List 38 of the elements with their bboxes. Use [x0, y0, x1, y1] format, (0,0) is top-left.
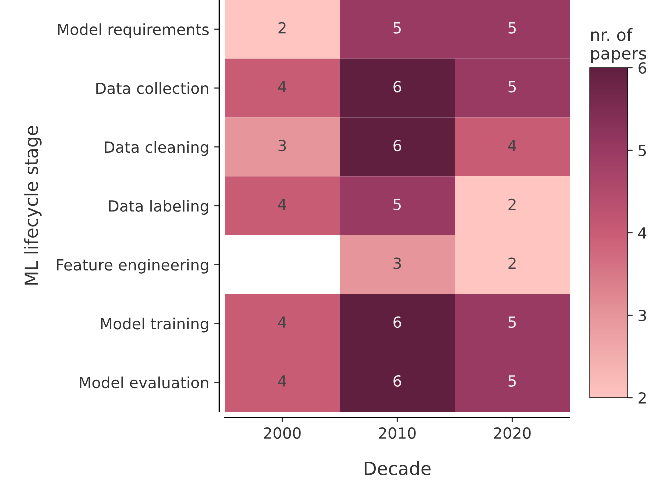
- data-label: 5: [508, 316, 516, 328]
- data-label: 4: [278, 376, 287, 387]
- data-label: 5: [508, 81, 516, 93]
- x-tick-label: 2000: [264, 428, 301, 440]
- y-tick-label: Model training: [101, 318, 208, 333]
- data-label: 2: [508, 198, 516, 210]
- color-bar-label: 2: [638, 392, 646, 404]
- y-tick-label: Data labeling: [109, 200, 208, 215]
- data-label: 2: [278, 22, 286, 34]
- color-bar-label: 3: [638, 310, 646, 322]
- data-label: 5: [394, 199, 402, 210]
- data-label: 3: [394, 258, 402, 270]
- data-label: 6: [394, 81, 402, 93]
- data-label: 6: [394, 375, 402, 388]
- x-tick-label: 2010: [379, 428, 416, 440]
- data-label: 6: [394, 140, 402, 152]
- data-label: 5: [508, 22, 516, 34]
- data-label: 3: [278, 140, 286, 152]
- x-tick-label: 2020: [494, 428, 531, 440]
- data-label: 4: [278, 81, 287, 92]
- color-bar-title: nr. of papers: [592, 28, 646, 64]
- color-bar-label: 6: [638, 62, 646, 74]
- y-tick-label: Model evaluation: [80, 376, 208, 389]
- color-bar-label: 4: [638, 228, 647, 239]
- data-label: 5: [508, 376, 516, 388]
- x-axis-title: Decade: [364, 462, 431, 476]
- data-label: 6: [394, 316, 402, 328]
- y-tick-label: Model requirements: [58, 24, 209, 38]
- data-label: 4: [278, 316, 287, 328]
- y-tick-label: Data collection: [96, 82, 208, 94]
- data-label: 4: [508, 140, 517, 152]
- y-axis-title: ML lifecycle stage: [24, 126, 42, 285]
- data-label: 5: [394, 22, 402, 34]
- y-tick-label: Feature engineering: [57, 259, 208, 274]
- data-label: 4: [278, 199, 287, 210]
- y-tick-label: Data cleaning: [105, 141, 208, 156]
- data-label: 2: [508, 258, 516, 270]
- color-bar-label: 5: [638, 145, 646, 157]
